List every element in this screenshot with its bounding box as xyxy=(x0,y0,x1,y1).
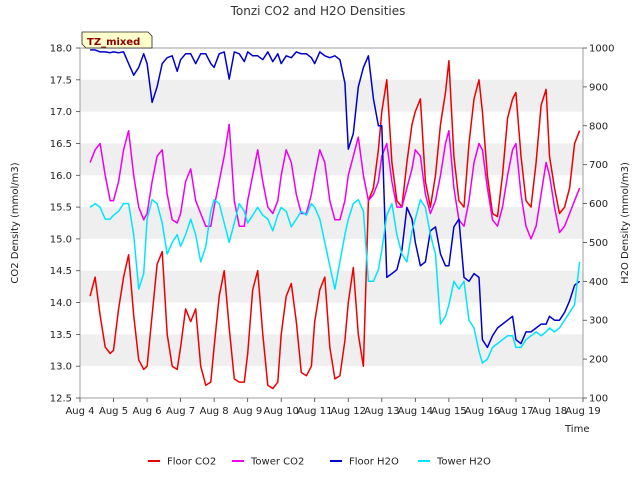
x-tick-label: Aug 17 xyxy=(498,406,533,417)
left-tick-label: 13.5 xyxy=(50,330,72,341)
right-tick-label: 100 xyxy=(589,394,608,405)
left-tick-label: 14.0 xyxy=(50,298,72,309)
legend: Floor CO2 Tower CO2 Floor H2O Tower H2O xyxy=(148,457,491,468)
left-tick-label: 17.0 xyxy=(50,107,72,118)
x-tick-label: Aug 15 xyxy=(431,406,466,417)
left-tick-label: 18.0 xyxy=(50,44,72,55)
left-tick-label: 17.5 xyxy=(50,75,72,86)
x-tick-label: Aug 4 xyxy=(65,406,94,417)
series-layer xyxy=(89,49,581,390)
legend-label: Floor H2O xyxy=(349,457,399,468)
right-tick-label: 800 xyxy=(589,121,608,132)
right-axis-title: H2O Density (mmol/m3) xyxy=(620,162,631,284)
legend-label: Tower CO2 xyxy=(250,457,304,468)
site-badge: TZ_mixed xyxy=(81,31,153,49)
left-tick-label: 13.0 xyxy=(50,362,72,373)
badge-box xyxy=(81,31,153,49)
grid-band xyxy=(80,79,583,112)
x-tick-label: Aug 5 xyxy=(99,406,128,417)
left-axis-ticks: 12.5 13.0 13.5 14.0 14.5 15.0 15.5 16.0 16.5 17.0… xyxy=(50,44,80,405)
x-tick-label: Aug 18 xyxy=(532,406,567,417)
right-tick-label: 600 xyxy=(589,199,608,210)
left-tick-label: 15.0 xyxy=(50,234,72,245)
badge-label: TZ_mixed xyxy=(87,37,140,48)
series-line-floor-h2o xyxy=(90,49,581,349)
x-tick-label: Aug 11 xyxy=(297,406,332,417)
x-tick-label: Aug 19 xyxy=(565,406,600,417)
right-tick-label: 900 xyxy=(589,82,608,93)
x-tick-label: Aug 12 xyxy=(331,406,366,417)
right-tick-label: 300 xyxy=(589,316,608,327)
grid-band xyxy=(80,207,583,239)
right-tick-label: 700 xyxy=(589,160,608,171)
x-axis-ticks: Aug 4 Aug 5 Aug 6 Aug 7 Aug 8 Aug 9 Aug 10Aug … xyxy=(65,398,601,417)
x-tick-label: Aug 7 xyxy=(166,406,195,417)
left-tick-label: 16.5 xyxy=(50,139,72,150)
chart-title: Tonzi CO2 and H2O Densities xyxy=(230,4,406,18)
x-axis-title: Time xyxy=(564,424,589,435)
grid-band xyxy=(80,143,583,176)
left-tick-label: 16.0 xyxy=(50,171,72,182)
x-tick-label: Aug 14 xyxy=(398,406,433,417)
x-tick-label: Aug 16 xyxy=(465,406,500,417)
x-tick-label: Aug 9 xyxy=(233,406,262,417)
left-tick-label: 15.5 xyxy=(50,203,72,214)
x-tick-label: Aug 10 xyxy=(263,406,298,417)
plot-frame xyxy=(79,47,584,399)
x-tick-label: Aug 13 xyxy=(364,406,399,417)
x-tick-label: Aug 8 xyxy=(200,406,229,417)
legend-label: Tower H2O xyxy=(436,457,491,468)
legend-label: Floor CO2 xyxy=(167,457,216,468)
right-tick-label: 1000 xyxy=(589,44,614,55)
right-tick-label: 200 xyxy=(589,355,608,366)
right-tick-label: 500 xyxy=(589,238,608,249)
right-tick-label: 400 xyxy=(589,277,608,288)
left-tick-label: 14.5 xyxy=(50,266,72,277)
series-line-tower-co2 xyxy=(89,123,581,240)
series-line-tower-h2o xyxy=(89,198,581,364)
series-line-floor-co2 xyxy=(89,59,581,390)
right-axis-ticks: 100 200 300 400 500 600 700 800 900 1000 xyxy=(583,44,614,405)
x-tick-label: Aug 6 xyxy=(133,406,162,417)
left-tick-label: 12.5 xyxy=(50,394,72,405)
left-axis-title: CO2 Density (mmol/m3) xyxy=(10,162,21,283)
